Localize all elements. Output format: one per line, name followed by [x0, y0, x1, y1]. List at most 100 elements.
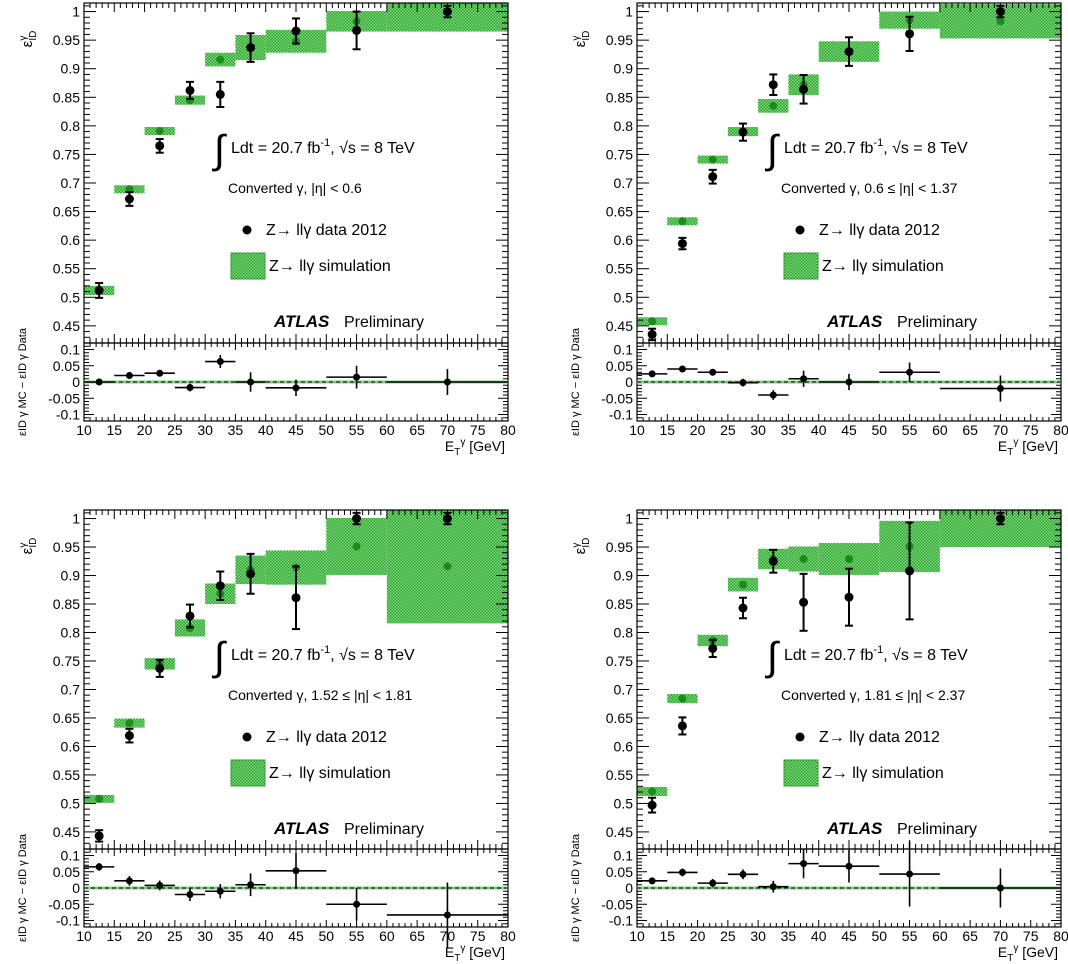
- ratio-tick-label: -0.05: [601, 390, 633, 406]
- mc-point: [678, 217, 687, 226]
- x-tick-label: 40: [258, 928, 274, 944]
- data-point: [246, 569, 256, 579]
- ratio-point: [996, 884, 1004, 892]
- x-tick-label: 80: [1053, 928, 1068, 944]
- ratio-point: [292, 384, 300, 392]
- legend-sim-swatch: [783, 252, 819, 280]
- data-point: [768, 556, 778, 566]
- x-tick-label: 20: [137, 928, 153, 944]
- mc-point: [769, 101, 778, 110]
- x-tick-label: 65: [962, 928, 978, 944]
- ratio-point: [996, 385, 1004, 392]
- y-tick-label: 0.45: [606, 824, 633, 840]
- ratio-axis-label: εID γ MC − εID γ Data: [570, 833, 582, 942]
- x-tick-label: 55: [902, 422, 918, 438]
- data-point: [905, 29, 915, 39]
- ratio-point: [906, 368, 914, 376]
- x-tick-label: 15: [106, 928, 122, 944]
- preliminary-label: Preliminary: [897, 821, 977, 838]
- y-tick-label: 0.5: [614, 289, 634, 305]
- x-tick-label: 75: [470, 422, 486, 438]
- y-tick-label: 0.55: [53, 261, 80, 277]
- x-tick-label: 80: [1053, 422, 1068, 438]
- y-tick-label: 0.7: [61, 681, 81, 697]
- x-tick-label: 75: [470, 928, 486, 944]
- x-tick-label: 10: [76, 422, 92, 438]
- ratio-point: [709, 879, 717, 887]
- data-point: [185, 611, 195, 621]
- data-point: [352, 514, 362, 524]
- x-tick-label: 50: [318, 928, 334, 944]
- data-point: [738, 603, 748, 613]
- atlas-label: ATLAS: [273, 819, 330, 838]
- legend-sim-swatch: [230, 252, 266, 280]
- x-tick-label: 35: [228, 928, 244, 944]
- y-tick-label: 0.6: [61, 738, 81, 754]
- y-tick-label: 0.5: [61, 289, 81, 305]
- ratio-tick-label: -0.05: [601, 896, 633, 912]
- ratio-tick-label: -0.1: [56, 913, 80, 929]
- legend-data-marker: [795, 732, 805, 742]
- data-point: [442, 514, 452, 524]
- luminosity-label: Ldt = 20.7 fb-1, √s = 8 TeV: [784, 137, 968, 157]
- x-tick-label: 30: [750, 422, 766, 438]
- ratio-point: [678, 868, 686, 876]
- ratio-point: [125, 877, 133, 885]
- y-tick-label: 1: [625, 511, 633, 527]
- x-tick-label: 70: [993, 422, 1009, 438]
- atlas-label: ATLAS: [273, 312, 330, 331]
- ratio-point: [216, 887, 224, 895]
- y-tick-label: 0.9: [614, 61, 634, 77]
- data-point: [124, 731, 134, 741]
- ratio-point: [648, 370, 656, 378]
- ratio-tick-label: -0.1: [609, 913, 633, 929]
- mc-point: [352, 542, 361, 551]
- ratio-point: [443, 378, 451, 386]
- x-tick-label: 30: [197, 422, 213, 438]
- x-tick-label: 40: [258, 422, 274, 438]
- luminosity-label: Ldt = 20.7 fb-1, √s = 8 TeV: [231, 644, 415, 664]
- luminosity-label: Ldt = 20.7 fb-1, √s = 8 TeV: [231, 137, 415, 157]
- eta-category-label: Converted γ, 1.81 ≤ |η| < 2.37: [781, 687, 965, 703]
- x-tick-label: 35: [781, 422, 797, 438]
- y-tick-label: 0.9: [61, 568, 81, 584]
- data-point: [94, 285, 104, 295]
- data-point: [799, 597, 809, 607]
- ratio-point: [186, 891, 194, 898]
- y-axis-label: εIDγ: [18, 538, 39, 555]
- y-tick-label: 0.45: [606, 318, 633, 334]
- ratio-point: [648, 877, 656, 885]
- ratio-point: [292, 867, 300, 875]
- ratio-tick-label: 0: [72, 880, 80, 896]
- x-tick-label: 60: [379, 928, 395, 944]
- y-tick-label: 0.7: [614, 175, 634, 191]
- y-tick-label: 0.75: [53, 653, 80, 669]
- x-tick-label: 35: [781, 928, 797, 944]
- x-tick-label: 50: [871, 422, 887, 438]
- y-tick-label: 0.55: [53, 767, 80, 783]
- legend-data-label: Z→ llγ data 2012: [266, 729, 387, 746]
- data-point: [246, 43, 256, 53]
- luminosity-label: Ldt = 20.7 fb-1, √s = 8 TeV: [784, 644, 968, 664]
- eta-category-label: Converted γ, 1.52 ≤ |η| < 1.81: [228, 687, 412, 703]
- top-frame: [83, 2, 509, 344]
- data-point: [738, 127, 748, 137]
- data-point: [677, 239, 687, 249]
- legend-sim-label: Z→ llγ simulation: [822, 765, 944, 782]
- legend-sim-label: Z→ llγ simulation: [269, 258, 391, 275]
- ratio-tick-label: -0.05: [48, 896, 80, 912]
- x-tick-label: 80: [500, 422, 516, 438]
- y-tick-label: 0.7: [614, 681, 634, 697]
- y-tick-label: 0.75: [606, 146, 633, 162]
- data-point: [94, 831, 104, 841]
- y-axis-label: εIDγ: [571, 538, 592, 555]
- x-tick-label: 20: [137, 422, 153, 438]
- data-point: [215, 89, 225, 99]
- ratio-tick-label: 0.05: [606, 864, 633, 880]
- x-tick-label: 35: [228, 422, 244, 438]
- y-tick-label: 0.8: [614, 118, 634, 134]
- mc-point: [739, 580, 747, 589]
- ratio-point: [845, 378, 853, 386]
